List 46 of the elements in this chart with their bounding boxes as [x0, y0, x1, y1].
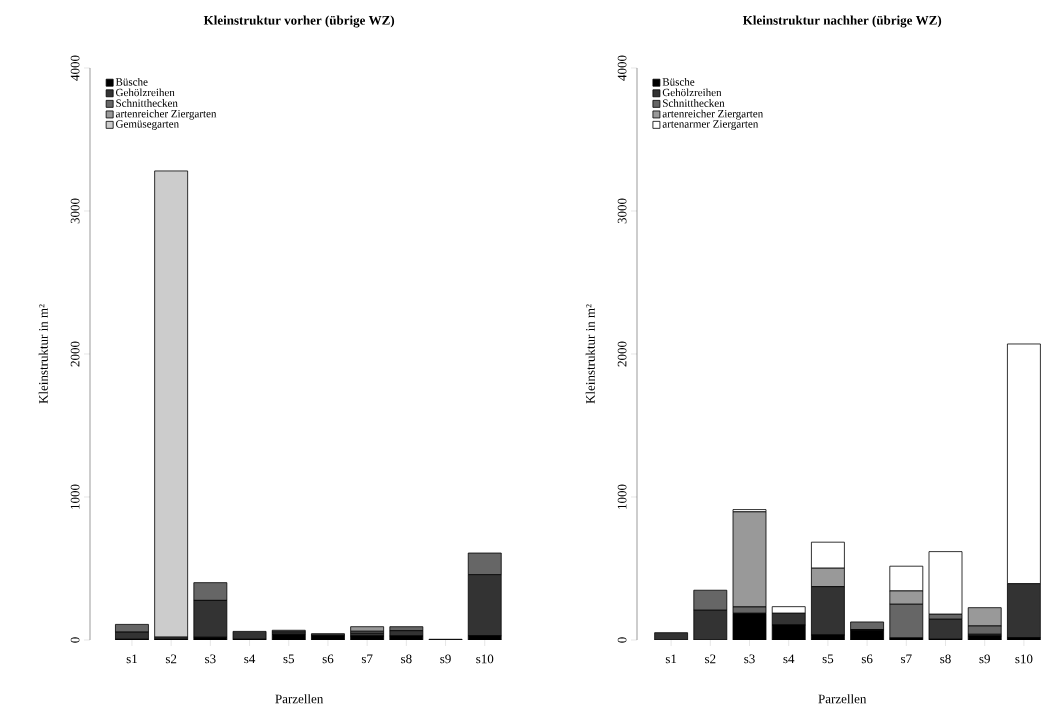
x-tick-label: s10 — [476, 654, 494, 664]
x-tick-label: s2 — [705, 654, 716, 664]
legend-label: artenreicher Ziergarten — [115, 109, 217, 120]
y-tick-label: 1000 — [617, 484, 627, 509]
legend-label: Gehölzreihen — [662, 88, 722, 97]
x-tick-label: s8 — [940, 654, 951, 664]
legend-label: artenarmer Ziergarten — [662, 120, 759, 130]
x-axis-title: Parzellen — [818, 694, 867, 704]
x-tick-label: s9 — [979, 654, 990, 664]
x-tick-label: s7 — [361, 654, 373, 664]
x-tick-label: s7 — [901, 654, 912, 664]
x-tick-label: s5 — [283, 654, 295, 664]
x-tick-label: s1 — [665, 654, 677, 664]
x-tick-label: s3 — [205, 654, 216, 664]
legend-label: Büsche — [115, 77, 148, 86]
chart-title: Kleinstruktur vorher (übrige WZ) — [203, 15, 395, 28]
x-tick-label: s2 — [165, 654, 177, 664]
y-tick-label: 3000 — [617, 198, 627, 224]
legend-label: Gehölzreihen — [116, 88, 175, 97]
y-tick-label: 1000 — [70, 484, 80, 509]
x-tick-label: s1 — [126, 654, 137, 664]
legend-label: artenreicher Ziergarten — [662, 109, 764, 120]
y-axis-title: Kleinstruktur in m² — [585, 304, 595, 404]
legend-label: Büsche — [662, 77, 695, 86]
y-axis-title: Kleinstruktur in m² — [38, 304, 48, 404]
y-tick-label: 4000 — [617, 55, 627, 81]
y-tick-label: 2000 — [70, 341, 80, 367]
legend-label: Schnitthecken — [116, 99, 178, 107]
x-tick-label: s3 — [744, 654, 755, 664]
x-axis-title: Parzellen — [275, 694, 324, 704]
y-tick-label: 3000 — [70, 198, 80, 224]
legend-label: Gemüsegarten — [116, 120, 179, 130]
y-tick-label: 0 — [70, 637, 80, 643]
x-tick-label: s4 — [244, 654, 256, 664]
chart-title: Kleinstruktur nachher (übrige WZ) — [742, 15, 942, 28]
x-tick-label: s6 — [322, 654, 334, 664]
x-tick-label: s4 — [783, 654, 795, 664]
y-tick-label: 2000 — [617, 341, 627, 367]
y-tick-label: 4000 — [70, 55, 80, 81]
x-tick-label: s9 — [440, 654, 451, 664]
x-tick-label: s6 — [861, 654, 873, 664]
legend-label: Schnitthecken — [663, 99, 725, 107]
y-tick-label: 0 — [617, 637, 627, 643]
x-tick-label: s5 — [822, 654, 834, 664]
x-tick-label: s10 — [1015, 654, 1033, 664]
x-tick-label: s8 — [401, 654, 412, 664]
